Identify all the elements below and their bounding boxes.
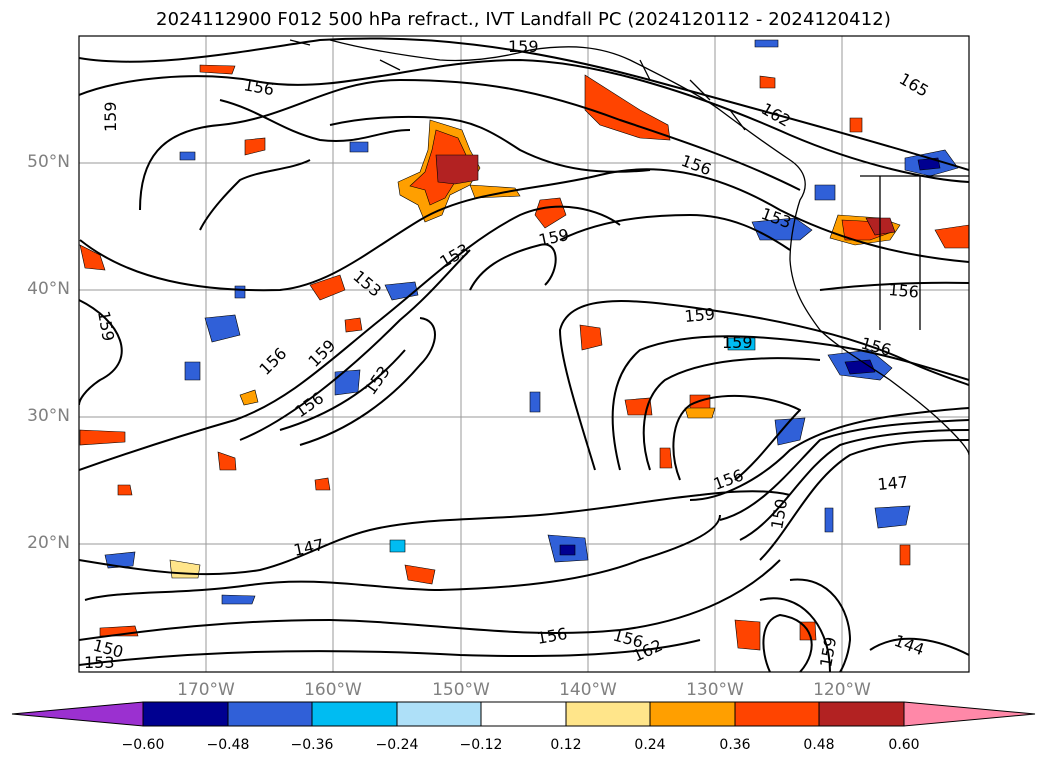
colorbar-tick-label: −0.36 (290, 737, 334, 753)
contour-label: 153 (84, 653, 115, 672)
negative-anomaly-patches (104, 39, 959, 605)
lat-label: 20°N (27, 533, 70, 553)
contour-label: 147 (877, 472, 909, 494)
lat-label: 40°N (27, 279, 70, 299)
lon-label: 150°W (432, 680, 490, 700)
gridlines (79, 36, 969, 672)
contour-label: 159 (722, 333, 753, 352)
colorbar-extend-high (903, 701, 1036, 727)
lon-label: 120°W (813, 680, 871, 700)
coastlines (289, 39, 969, 456)
plot-frame (78, 35, 970, 673)
colorbar-extend-low (11, 701, 144, 727)
colorbar-tick-label: 0.60 (888, 737, 920, 753)
colorbar-tick-label: 0.36 (719, 737, 751, 753)
colorbar-tick-label: −0.60 (121, 737, 165, 753)
lon-label: 140°W (559, 680, 617, 700)
contour-label: 159 (101, 101, 120, 132)
lon-label: 170°W (177, 680, 235, 700)
contour-label: 159 (508, 37, 539, 56)
contour-label: 159 (684, 304, 716, 326)
colorbar (11, 701, 1036, 727)
colorbar-tick-label: −0.24 (375, 737, 419, 753)
map-title: 2024112900 F012 500 hPa refract., IVT La… (156, 9, 891, 30)
contour-label: 156 (888, 280, 920, 302)
refractivity-contours (79, 37, 969, 672)
colorbar-tick-label: 0.24 (634, 737, 666, 753)
plot-area (79, 36, 969, 672)
lat-label: 30°N (27, 406, 70, 426)
lat-label: 50°N (27, 152, 70, 172)
lon-label: 130°W (686, 680, 744, 700)
colorbar-tick-label: 0.12 (550, 737, 582, 753)
colorbar-tick-label: 0.48 (803, 737, 835, 753)
colorbar-tick-label: −0.48 (206, 737, 250, 753)
lon-label: 160°W (304, 680, 362, 700)
colorbar-tick-label: −0.12 (459, 737, 503, 753)
